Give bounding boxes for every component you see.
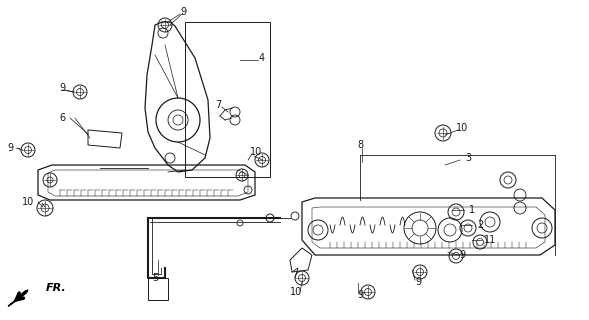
- Text: 7: 7: [215, 100, 221, 110]
- Text: 8: 8: [357, 140, 363, 150]
- Text: 9: 9: [459, 250, 465, 260]
- Text: 6: 6: [59, 113, 65, 123]
- Text: 5: 5: [152, 273, 158, 283]
- Text: 2: 2: [477, 220, 483, 230]
- Text: 9: 9: [180, 7, 186, 17]
- Polygon shape: [8, 290, 28, 306]
- Text: 10: 10: [22, 197, 34, 207]
- Text: 9: 9: [7, 143, 13, 153]
- Text: 4: 4: [259, 53, 265, 63]
- Text: 10: 10: [250, 147, 262, 157]
- Bar: [185, 22, 270, 177]
- Text: FR.: FR.: [46, 283, 67, 293]
- Text: 1: 1: [469, 205, 475, 215]
- Text: 10: 10: [290, 287, 302, 297]
- Text: 9: 9: [59, 83, 65, 93]
- Text: 9: 9: [415, 277, 421, 287]
- Bar: [148, 278, 168, 300]
- Text: 11: 11: [484, 235, 496, 245]
- Text: 10: 10: [456, 123, 468, 133]
- Text: 3: 3: [465, 153, 471, 163]
- Text: 9: 9: [357, 290, 363, 300]
